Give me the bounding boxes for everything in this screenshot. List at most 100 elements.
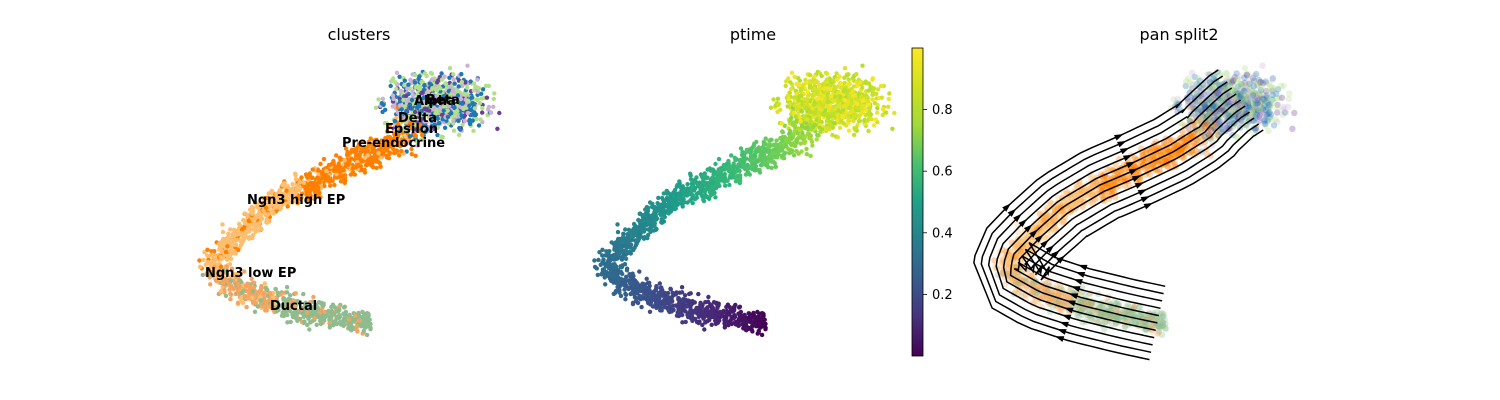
ptime-point	[658, 205, 664, 211]
ptime-point	[810, 143, 815, 148]
ptime-point	[622, 287, 627, 292]
ptime-point	[752, 318, 757, 323]
cluster-point	[264, 302, 269, 307]
ptime-point	[778, 148, 783, 153]
ptime-point	[846, 72, 851, 77]
ptime-point	[757, 311, 763, 316]
cluster-point	[329, 315, 334, 321]
cluster-point	[363, 325, 368, 330]
cluster-point	[465, 98, 471, 103]
cluster-point	[474, 117, 479, 122]
cluster-point	[451, 77, 456, 82]
cluster-point	[396, 153, 402, 158]
cluster-point	[360, 159, 365, 164]
cluster-point	[475, 77, 480, 82]
cluster-point	[205, 253, 210, 258]
cluster-point	[259, 216, 265, 221]
cluster-point	[353, 317, 358, 322]
ptime-point	[805, 89, 810, 94]
ptime-point	[711, 315, 716, 320]
ptime-point	[788, 142, 794, 147]
ptime-point	[754, 167, 760, 173]
cluster-point	[350, 169, 356, 175]
ptime-point	[887, 91, 892, 96]
ptime-point	[775, 152, 780, 157]
cluster-point	[256, 289, 262, 294]
ptime-title: ptime	[730, 25, 776, 44]
cluster-point	[459, 71, 464, 77]
cluster-point	[248, 207, 253, 212]
cluster-point	[228, 227, 233, 232]
ptime-point	[758, 325, 763, 330]
ptime-point	[615, 280, 621, 286]
ptime-point	[866, 128, 871, 134]
ptime-point	[682, 293, 688, 298]
cluster-point	[488, 110, 494, 115]
ptime-point	[653, 298, 658, 303]
cluster-point	[348, 327, 353, 332]
ptime-point	[791, 153, 797, 158]
ptime-point	[644, 211, 650, 216]
cluster-point	[244, 304, 249, 310]
cluster-point	[460, 122, 465, 128]
cluster-point	[236, 247, 241, 253]
ptime-point	[708, 308, 713, 314]
ptime-point	[692, 180, 698, 185]
cluster-point	[409, 146, 414, 152]
ptime-point	[783, 83, 788, 89]
ptime-point	[722, 325, 727, 330]
cluster-point	[206, 261, 211, 266]
ptime-point	[774, 138, 779, 143]
cluster-point	[338, 179, 344, 184]
ptime-point	[645, 289, 650, 294]
cluster-point	[460, 101, 465, 106]
ptime-point	[713, 195, 718, 200]
ptime-point	[851, 84, 856, 89]
ptime-point	[623, 278, 629, 284]
cluster-point	[471, 128, 476, 134]
ptime-point	[690, 183, 695, 189]
cluster-point	[334, 168, 339, 174]
cluster-point	[332, 175, 338, 180]
cluster-point	[442, 125, 448, 130]
cluster-point	[257, 210, 262, 215]
cluster-point	[456, 118, 461, 124]
ptime-point	[711, 188, 716, 193]
ptime-point	[654, 216, 660, 221]
cluster-point	[222, 290, 227, 295]
cluster-point	[241, 236, 247, 242]
cluster-point	[396, 132, 401, 137]
cluster-point	[237, 223, 242, 228]
ptime-point	[618, 293, 624, 299]
ptime-point	[669, 309, 674, 314]
cluster-point	[283, 201, 288, 206]
ptime-point	[827, 105, 832, 111]
cluster-point	[228, 297, 233, 302]
ptime-point	[743, 327, 748, 332]
ptime-point	[633, 243, 639, 248]
cluster-point	[476, 86, 482, 91]
cluster-point	[417, 122, 423, 128]
ptime-point	[685, 182, 690, 187]
cluster-point	[257, 220, 262, 226]
ptime-point	[769, 165, 774, 171]
ptime-point	[663, 298, 669, 303]
ptime-point	[879, 95, 885, 100]
ptime-point	[832, 106, 838, 112]
ptime-point	[680, 204, 685, 209]
ptime-point	[787, 118, 793, 124]
ptime-point	[872, 100, 878, 106]
ptime-point	[600, 253, 605, 258]
ptime-point	[621, 231, 626, 236]
ptime-point	[647, 309, 653, 314]
ptime-point	[633, 230, 638, 236]
ptime-point	[633, 299, 639, 304]
cluster-point	[238, 243, 244, 248]
cluster-point	[452, 81, 457, 86]
cluster-point	[379, 138, 384, 143]
ptime-point	[632, 223, 637, 228]
cluster-point	[394, 70, 400, 76]
ptime-point	[613, 288, 619, 294]
ptime-point	[807, 132, 812, 137]
ptime-point	[786, 96, 791, 102]
